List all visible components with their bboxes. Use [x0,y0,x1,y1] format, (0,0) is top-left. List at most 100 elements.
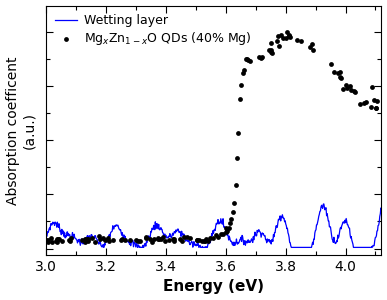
Mg$_x$Zn$_{1-x}$O QDs (40% Mg) [194,238,200,243]
Mg$_x$Zn$_{1-x}$O QDs (40% Mg) [234,156,240,161]
Mg$_x$Zn$_{1-x}$O QDs (40% Mg) [331,69,337,74]
Mg$_x$Zn$_{1-x}$O QDs (40% Mg) [134,237,140,242]
Mg$_x$Zn$_{1-x}$O QDs (40% Mg) [55,236,61,241]
Mg$_x$Zn$_{1-x}$O QDs (40% Mg) [241,68,247,73]
Mg$_x$Zn$_{1-x}$O QDs (40% Mg) [147,236,153,241]
Mg$_x$Zn$_{1-x}$O QDs (40% Mg) [137,239,143,244]
Mg$_x$Zn$_{1-x}$O QDs (40% Mg) [227,220,233,225]
Mg$_x$Zn$_{1-x}$O QDs (40% Mg) [343,83,349,88]
Mg$_x$Zn$_{1-x}$O QDs (40% Mg) [171,237,177,242]
Mg$_x$Zn$_{1-x}$O QDs (40% Mg) [82,237,88,242]
Mg$_x$Zn$_{1-x}$O QDs (40% Mg) [269,41,275,46]
Mg$_x$Zn$_{1-x}$O QDs (40% Mg) [110,238,116,243]
Mg$_x$Zn$_{1-x}$O QDs (40% Mg) [96,234,102,239]
Mg$_x$Zn$_{1-x}$O QDs (40% Mg) [327,61,334,66]
Mg$_x$Zn$_{1-x}$O QDs (40% Mg) [127,237,133,242]
Mg$_x$Zn$_{1-x}$O QDs (40% Mg) [335,70,341,75]
X-axis label: Energy (eV): Energy (eV) [163,279,264,294]
Mg$_x$Zn$_{1-x}$O QDs (40% Mg) [373,105,379,110]
Mg$_x$Zn$_{1-x}$O QDs (40% Mg) [102,238,108,243]
Legend: Wetting layer, Mg$_x$Zn$_{1-x}$O QDs (40% Mg): Wetting layer, Mg$_x$Zn$_{1-x}$O QDs (40… [52,12,254,50]
Mg$_x$Zn$_{1-x}$O QDs (40% Mg) [104,236,111,241]
Wetting layer [322,202,326,206]
Mg$_x$Zn$_{1-x}$O QDs (40% Mg) [265,48,272,52]
Mg$_x$Zn$_{1-x}$O QDs (40% Mg) [118,237,125,242]
Mg$_x$Zn$_{1-x}$O QDs (40% Mg) [286,32,292,37]
Mg$_x$Zn$_{1-x}$O QDs (40% Mg) [182,235,188,239]
Mg$_x$Zn$_{1-x}$O QDs (40% Mg) [240,71,246,76]
Wetting layer [44,232,48,236]
Mg$_x$Zn$_{1-x}$O QDs (40% Mg) [160,235,166,240]
Mg$_x$Zn$_{1-x}$O QDs (40% Mg) [231,200,237,205]
Wetting layer [101,246,106,249]
Y-axis label: Absorption coefficent
(a.u.): Absorption coefficent (a.u.) [5,56,36,205]
Mg$_x$Zn$_{1-x}$O QDs (40% Mg) [106,239,112,244]
Mg$_x$Zn$_{1-x}$O QDs (40% Mg) [284,29,290,34]
Mg$_x$Zn$_{1-x}$O QDs (40% Mg) [96,236,103,241]
Mg$_x$Zn$_{1-x}$O QDs (40% Mg) [84,237,90,242]
Mg$_x$Zn$_{1-x}$O QDs (40% Mg) [205,239,211,244]
Mg$_x$Zn$_{1-x}$O QDs (40% Mg) [151,237,158,242]
Mg$_x$Zn$_{1-x}$O QDs (40% Mg) [362,100,368,104]
Mg$_x$Zn$_{1-x}$O QDs (40% Mg) [307,45,313,50]
Mg$_x$Zn$_{1-x}$O QDs (40% Mg) [67,238,73,243]
Mg$_x$Zn$_{1-x}$O QDs (40% Mg) [156,236,162,241]
Wetting layer [130,239,135,242]
Mg$_x$Zn$_{1-x}$O QDs (40% Mg) [143,236,149,241]
Mg$_x$Zn$_{1-x}$O QDs (40% Mg) [233,183,239,188]
Mg$_x$Zn$_{1-x}$O QDs (40% Mg) [361,101,367,106]
Mg$_x$Zn$_{1-x}$O QDs (40% Mg) [298,38,305,43]
Mg$_x$Zn$_{1-x}$O QDs (40% Mg) [79,238,85,242]
Mg$_x$Zn$_{1-x}$O QDs (40% Mg) [247,58,253,63]
Mg$_x$Zn$_{1-x}$O QDs (40% Mg) [170,237,176,242]
Mg$_x$Zn$_{1-x}$O QDs (40% Mg) [268,50,274,55]
Mg$_x$Zn$_{1-x}$O QDs (40% Mg) [53,238,59,243]
Mg$_x$Zn$_{1-x}$O QDs (40% Mg) [371,97,377,102]
Mg$_x$Zn$_{1-x}$O QDs (40% Mg) [348,88,354,93]
Mg$_x$Zn$_{1-x}$O QDs (40% Mg) [100,236,106,241]
Mg$_x$Zn$_{1-x}$O QDs (40% Mg) [259,54,265,59]
Mg$_x$Zn$_{1-x}$O QDs (40% Mg) [184,235,190,239]
Mg$_x$Zn$_{1-x}$O QDs (40% Mg) [220,232,226,237]
Mg$_x$Zn$_{1-x}$O QDs (40% Mg) [207,236,214,240]
Mg$_x$Zn$_{1-x}$O QDs (40% Mg) [84,237,90,242]
Mg$_x$Zn$_{1-x}$O QDs (40% Mg) [59,239,65,244]
Mg$_x$Zn$_{1-x}$O QDs (40% Mg) [45,240,51,244]
Mg$_x$Zn$_{1-x}$O QDs (40% Mg) [195,238,202,243]
Line: Wetting layer: Wetting layer [46,204,382,248]
Mg$_x$Zn$_{1-x}$O QDs (40% Mg) [48,235,55,240]
Mg$_x$Zn$_{1-x}$O QDs (40% Mg) [287,35,293,40]
Mg$_x$Zn$_{1-x}$O QDs (40% Mg) [179,238,185,243]
Mg$_x$Zn$_{1-x}$O QDs (40% Mg) [223,225,229,230]
Mg$_x$Zn$_{1-x}$O QDs (40% Mg) [336,75,342,80]
Mg$_x$Zn$_{1-x}$O QDs (40% Mg) [224,229,230,234]
Mg$_x$Zn$_{1-x}$O QDs (40% Mg) [155,236,161,240]
Mg$_x$Zn$_{1-x}$O QDs (40% Mg) [210,236,216,241]
Mg$_x$Zn$_{1-x}$O QDs (40% Mg) [202,239,208,244]
Mg$_x$Zn$_{1-x}$O QDs (40% Mg) [338,75,344,80]
Mg$_x$Zn$_{1-x}$O QDs (40% Mg) [347,83,353,88]
Mg$_x$Zn$_{1-x}$O QDs (40% Mg) [118,238,124,243]
Mg$_x$Zn$_{1-x}$O QDs (40% Mg) [276,44,282,48]
Mg$_x$Zn$_{1-x}$O QDs (40% Mg) [274,39,280,44]
Wetting layer [196,243,201,247]
Mg$_x$Zn$_{1-x}$O QDs (40% Mg) [200,238,207,243]
Mg$_x$Zn$_{1-x}$O QDs (40% Mg) [351,88,357,93]
Mg$_x$Zn$_{1-x}$O QDs (40% Mg) [187,236,193,241]
Mg$_x$Zn$_{1-x}$O QDs (40% Mg) [177,237,183,242]
Mg$_x$Zn$_{1-x}$O QDs (40% Mg) [45,237,51,242]
Wetting layer [242,239,247,243]
Mg$_x$Zn$_{1-x}$O QDs (40% Mg) [237,96,243,101]
Mg$_x$Zn$_{1-x}$O QDs (40% Mg) [341,87,347,92]
Mg$_x$Zn$_{1-x}$O QDs (40% Mg) [310,47,316,52]
Mg$_x$Zn$_{1-x}$O QDs (40% Mg) [242,57,248,62]
Mg$_x$Zn$_{1-x}$O QDs (40% Mg) [244,56,250,61]
Mg$_x$Zn$_{1-x}$O QDs (40% Mg) [226,225,232,230]
Mg$_x$Zn$_{1-x}$O QDs (40% Mg) [122,237,128,242]
Mg$_x$Zn$_{1-x}$O QDs (40% Mg) [230,210,236,214]
Mg$_x$Zn$_{1-x}$O QDs (40% Mg) [215,235,221,239]
Mg$_x$Zn$_{1-x}$O QDs (40% Mg) [158,237,164,242]
Mg$_x$Zn$_{1-x}$O QDs (40% Mg) [356,101,363,106]
Mg$_x$Zn$_{1-x}$O QDs (40% Mg) [54,240,60,244]
Mg$_x$Zn$_{1-x}$O QDs (40% Mg) [83,237,89,242]
